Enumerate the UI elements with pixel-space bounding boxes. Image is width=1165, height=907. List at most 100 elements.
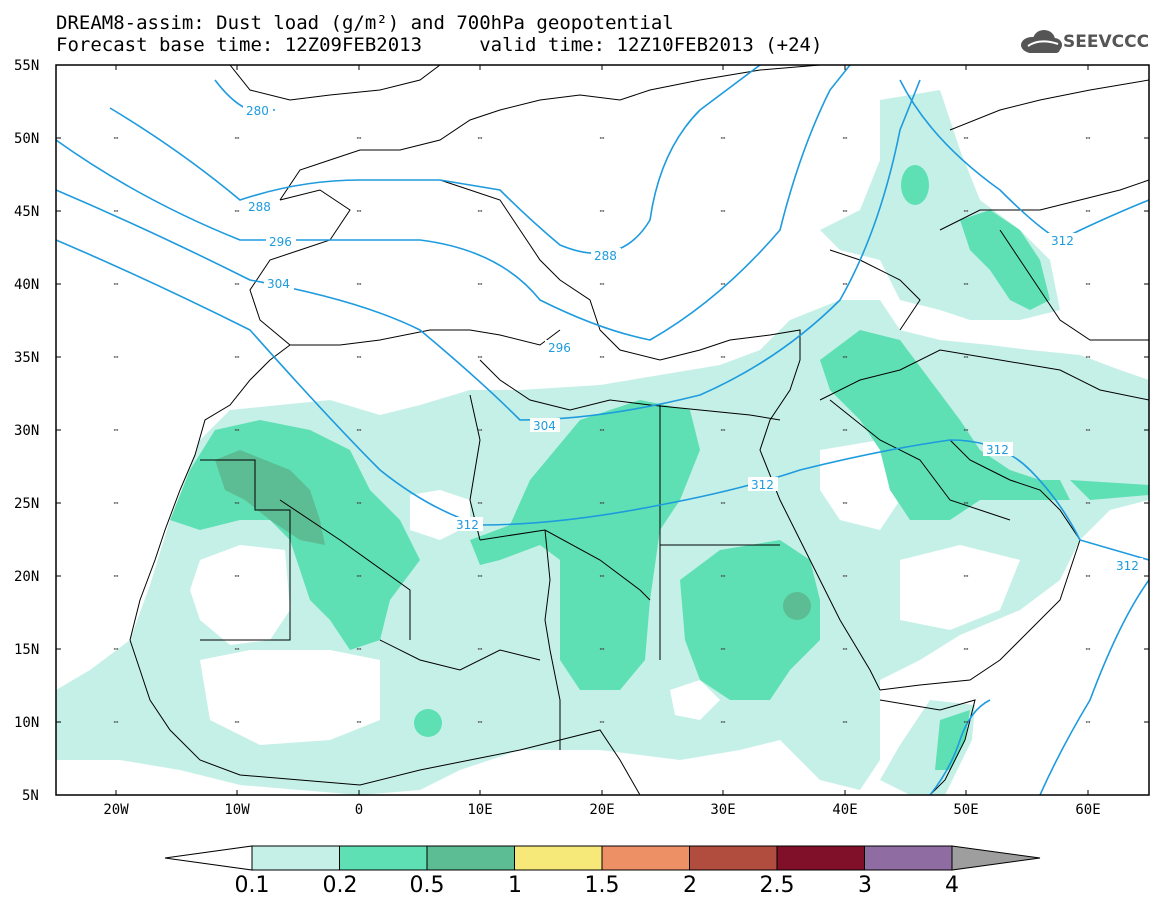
grid-dot: [599, 210, 602, 212]
grid-dot: [356, 210, 359, 212]
grid-dot: [1085, 210, 1088, 212]
grid-dot: [965, 502, 967, 504]
latitude-labels: 55N 50N 45N 40N 35N 30N 25N 20N 15N 10N …: [14, 58, 39, 804]
grid-dot: [477, 283, 480, 285]
colorbar-box: [864, 845, 953, 871]
grid-dot: [1087, 721, 1089, 723]
grid-dot: [845, 210, 848, 212]
lat-label: 5N: [22, 788, 39, 804]
grid-dot: [234, 137, 237, 139]
grid-dot: [358, 429, 360, 431]
grid-dot: [601, 210, 603, 212]
grid-dot: [720, 502, 723, 504]
grid-dot: [966, 575, 969, 577]
grid-dot: [842, 356, 845, 358]
grid-dot: [356, 429, 359, 431]
colorbar-box: [689, 845, 778, 871]
grid-dot: [601, 429, 603, 431]
grid-dot: [845, 575, 848, 577]
grid-dot: [601, 502, 603, 504]
grid-dot: [356, 502, 359, 504]
grid-dot: [356, 356, 359, 358]
lon-label: 10W: [224, 802, 250, 818]
colorbar-box: [251, 845, 340, 871]
grid-dot: [480, 575, 483, 577]
grid-dot: [722, 356, 724, 358]
logo-text: SEEVCCC: [1063, 32, 1150, 52]
grid-dot: [965, 575, 967, 577]
contour-label: 304: [267, 277, 290, 291]
grid-dot: [844, 575, 846, 577]
grid-dot: [599, 429, 602, 431]
grid-dot: [842, 283, 845, 285]
grid-dot: [479, 283, 481, 285]
lat-label: 20N: [14, 569, 39, 585]
grid-dot: [1085, 502, 1088, 504]
grid-dot: [599, 283, 602, 285]
grid-dot: [963, 575, 966, 577]
grid-dot: [720, 283, 723, 285]
grid-dot: [477, 210, 480, 212]
grid-dot: [477, 721, 480, 723]
grid-dot: [116, 648, 119, 650]
grid-dot: [722, 575, 724, 577]
grid-dot: [845, 356, 848, 358]
grid-dot: [234, 356, 237, 358]
grid-dot: [356, 137, 359, 139]
grid-dot: [479, 502, 481, 504]
grid-dot: [115, 575, 117, 577]
grid-dot: [599, 721, 602, 723]
grid-dot: [1087, 356, 1089, 358]
grid-dot: [115, 648, 117, 650]
grid-dot: [1085, 283, 1088, 285]
grid-dot: [358, 575, 360, 577]
grid-dot: [966, 721, 969, 723]
grid-dot: [234, 721, 237, 723]
grid-dot: [722, 210, 724, 212]
colorbar-under-arrow: [164, 845, 253, 871]
grid-dot: [358, 137, 360, 139]
grid-dot: [1088, 137, 1091, 139]
lat-label: 15N: [14, 642, 39, 658]
contour-label: 296: [548, 341, 571, 355]
grid-dot: [602, 137, 605, 139]
grid-dot: [477, 575, 480, 577]
grid-dot: [480, 502, 483, 504]
grid-dot: [1088, 575, 1091, 577]
grid-dot: [602, 210, 605, 212]
grid-dot: [844, 210, 846, 212]
grid-dot: [963, 356, 966, 358]
grid-dot: [113, 137, 116, 139]
colorbar-box: [339, 845, 428, 871]
grid-dot: [1085, 648, 1088, 650]
grid-dot: [844, 137, 846, 139]
colorbar-over-arrow: [951, 845, 1041, 871]
grid-dot: [723, 721, 726, 723]
grid-dot: [113, 210, 116, 212]
grid-dot: [720, 137, 723, 139]
grid-dot: [602, 575, 605, 577]
grid-dot: [479, 721, 481, 723]
grid-dot: [1088, 721, 1091, 723]
grid-dot: [480, 137, 483, 139]
grid-dot: [965, 283, 967, 285]
grid-dot: [845, 502, 848, 504]
grid-dot: [237, 648, 240, 650]
grid-dot: [966, 356, 969, 358]
colorbar-box: [601, 845, 690, 871]
grid-dot: [237, 356, 240, 358]
lon-label: 0: [355, 802, 363, 818]
grid-dot: [116, 356, 119, 358]
grid-dot: [236, 429, 238, 431]
grid-dot: [599, 575, 602, 577]
grid-dot: [359, 210, 362, 212]
grid-dot: [601, 648, 603, 650]
grid-dot: [599, 356, 602, 358]
dust-level-high: [215, 450, 811, 620]
grid-dot: [116, 575, 119, 577]
grid-dot: [723, 575, 726, 577]
grid-dot: [1087, 210, 1089, 212]
grid-dot: [359, 721, 362, 723]
grid-dot: [477, 502, 480, 504]
